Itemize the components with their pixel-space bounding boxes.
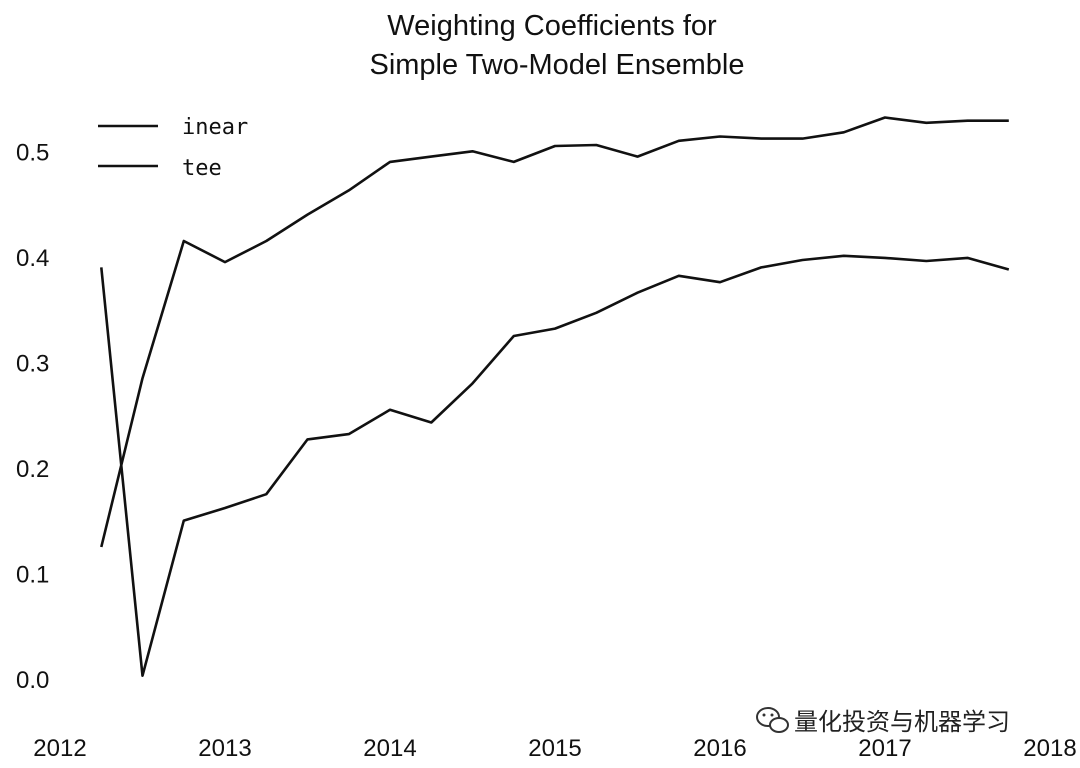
data-point-inear-15: [718, 135, 722, 139]
x-tick-label: 2018: [1023, 735, 1076, 762]
legend: inear tee: [98, 115, 248, 181]
data-point-inear-0: [99, 545, 103, 549]
data-point-inear-11: [553, 144, 557, 148]
data-point-tee-20: [924, 259, 928, 263]
data-point-inear-13: [636, 155, 640, 159]
data-point-tee-18: [842, 254, 846, 258]
data-point-tee-11: [553, 327, 557, 331]
data-point-tee-19: [883, 256, 887, 260]
data-point-inear-16: [759, 137, 763, 141]
series-line-tee: [100, 254, 1010, 678]
x-tick-label: 2014: [363, 735, 416, 762]
data-point-inear-19: [883, 116, 887, 120]
data-point-tee-21: [966, 256, 970, 260]
series-lines: [99, 116, 1011, 678]
data-point-inear-6: [347, 188, 351, 192]
data-point-inear-14: [677, 139, 681, 143]
data-point-inear-18: [842, 130, 846, 134]
data-point-inear-4: [264, 239, 268, 243]
x-axis-tick-labels: 2012 2013 2014 2015 2016 2017 2018: [33, 735, 1076, 762]
series-tee: [99, 254, 1011, 678]
data-point-inear-10: [512, 160, 516, 164]
y-axis-tick-labels: 0.0 0.1 0.2 0.3 0.4 0.5: [16, 139, 49, 694]
data-point-tee-15: [718, 280, 722, 284]
data-point-tee-3: [223, 506, 227, 510]
wechat-icon: [756, 707, 789, 733]
data-point-tee-4: [264, 492, 268, 496]
data-point-tee-6: [347, 432, 351, 436]
data-point-tee-2: [182, 519, 186, 523]
x-tick-label: 2017: [858, 735, 911, 762]
data-point-inear-8: [429, 155, 433, 159]
data-point-inear-20: [924, 121, 928, 125]
data-point-inear-22: [1007, 119, 1011, 123]
data-point-tee-13: [636, 291, 640, 295]
chart-title-line-2: Simple Two-Model Ensemble: [369, 49, 744, 81]
y-tick-label: 0.1: [16, 561, 49, 588]
series-line-inear: [100, 116, 1009, 548]
data-point-tee-16: [759, 265, 763, 269]
data-point-tee-7: [388, 408, 392, 412]
x-tick-label: 2016: [693, 735, 746, 762]
data-point-tee-22: [1007, 268, 1011, 272]
data-point-tee-9: [471, 381, 475, 385]
y-tick-label: 0.0: [16, 667, 49, 694]
data-point-inear-9: [471, 149, 475, 153]
watermark-text: 量化投资与机器学习: [794, 709, 1010, 736]
data-point-tee-12: [594, 311, 598, 315]
data-point-tee-1: [141, 674, 145, 678]
y-tick-label: 0.4: [16, 245, 49, 272]
y-tick-label: 0.3: [16, 350, 49, 377]
y-tick-label: 0.2: [16, 456, 49, 483]
x-tick-label: 2013: [198, 735, 251, 762]
data-point-inear-21: [966, 119, 970, 123]
data-point-tee-0: [99, 265, 103, 269]
data-point-inear-1: [141, 376, 145, 380]
data-point-tee-8: [429, 421, 433, 425]
data-point-tee-17: [801, 258, 805, 262]
series-inear: [99, 116, 1011, 549]
y-tick-label: 0.5: [16, 139, 49, 166]
data-point-tee-10: [512, 334, 516, 338]
x-tick-label: 2015: [528, 735, 581, 762]
data-point-inear-12: [594, 143, 598, 147]
chart-title-line-1: Weighting Coefficients for: [387, 10, 717, 42]
data-point-inear-3: [223, 260, 227, 264]
data-point-inear-17: [801, 137, 805, 141]
data-point-inear-2: [182, 239, 186, 243]
data-point-tee-5: [306, 437, 310, 441]
legend-label-tee: tee: [182, 156, 222, 181]
data-point-inear-7: [388, 160, 392, 164]
data-point-inear-5: [306, 213, 310, 217]
legend-label-inear: inear: [182, 115, 248, 140]
data-point-tee-14: [677, 274, 681, 278]
watermark: 量化投资与机器学习: [756, 707, 1010, 736]
x-tick-label: 2012: [33, 735, 86, 762]
